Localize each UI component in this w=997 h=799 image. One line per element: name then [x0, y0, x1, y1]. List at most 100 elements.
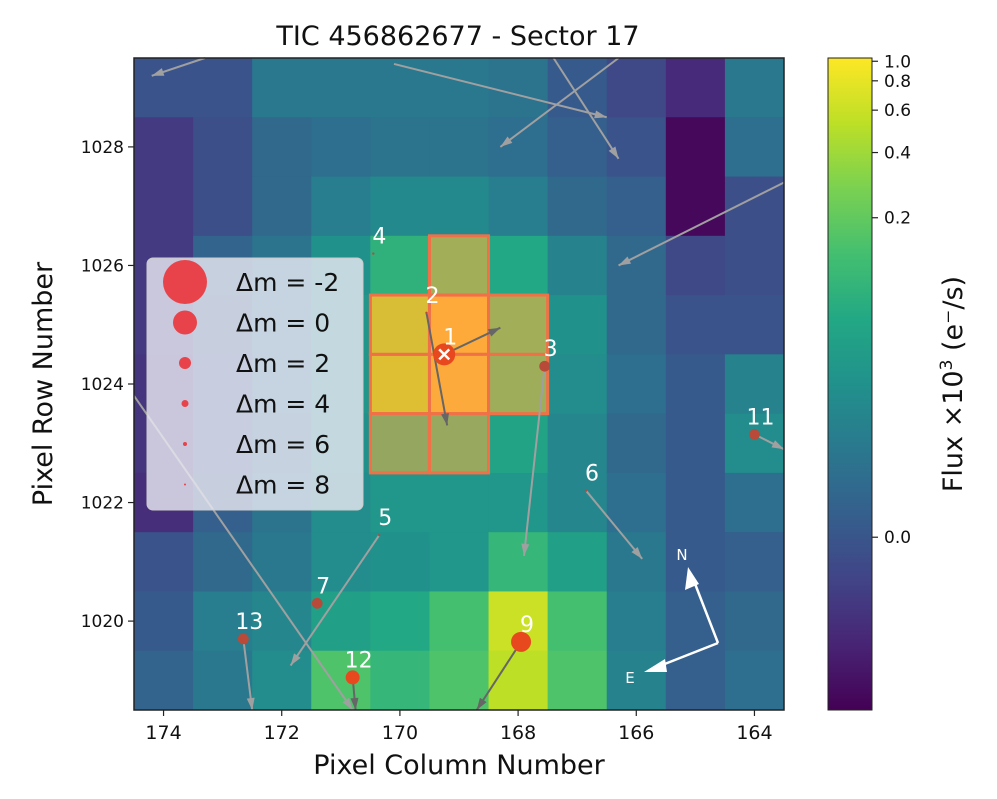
- heatmap-cell: [134, 58, 194, 118]
- heatmap-cell: [665, 58, 726, 118]
- legend-label: Δm = 4: [236, 390, 330, 419]
- north-label: N: [676, 546, 687, 564]
- legend-label: Δm = 2: [236, 349, 330, 378]
- east-label: E: [625, 669, 634, 687]
- y-tick-label: 1024: [81, 375, 124, 395]
- proper-motion-arrow-head: [246, 697, 255, 710]
- heatmap-cell: [606, 235, 667, 296]
- heatmap-cell: [370, 58, 430, 118]
- heatmap-cell: [724, 591, 785, 652]
- heatmap-cell: [665, 591, 726, 652]
- heatmap-cell: [370, 532, 430, 592]
- heatmap-cell: [724, 176, 785, 237]
- aperture-mask: [368, 234, 550, 475]
- legend-label: Δm = 8: [236, 471, 330, 500]
- proper-motion-arrow-shaft: [523, 366, 546, 556]
- colorbar-label-main: Flux ×10: [938, 370, 969, 492]
- legend-label: Δm = 6: [236, 430, 330, 459]
- proper-motion-arrow-shaft: [552, 57, 620, 160]
- heatmap-cell: [134, 117, 194, 178]
- source-label: 2: [426, 284, 440, 309]
- legend: Δm = -2 Δm = 0 Δm = 2 Δm = 4 Δm = 6 Δm = 8: [146, 257, 364, 511]
- heatmap-cell: [606, 650, 667, 711]
- heatmap-cell: [606, 117, 667, 178]
- x-tick-label: 172: [264, 722, 300, 744]
- x-tick-label: 164: [736, 722, 772, 744]
- source-marker: [511, 631, 532, 652]
- heatmap-cell: [252, 58, 312, 118]
- heatmap-cell: [311, 176, 371, 237]
- colorbar-label: Flux ×103 (e⁻/s): [937, 276, 969, 492]
- heatmap-cell: [665, 413, 726, 474]
- heatmap-cell: [606, 532, 667, 592]
- heatmap-cell: [606, 58, 667, 118]
- heatmap-cell: [665, 354, 726, 415]
- legend-marker: [173, 310, 197, 335]
- proper-motion-arrow-head: [594, 110, 607, 119]
- legend-marker: [179, 357, 191, 369]
- aperture-pixel: [427, 234, 491, 297]
- proper-motion-arrow-head: [521, 543, 530, 556]
- heatmap-cell: [547, 176, 608, 237]
- proper-motion-arrow-shaft: [585, 490, 643, 560]
- proper-motion-arrow-shaft: [475, 641, 522, 711]
- heatmap-cell: [547, 235, 608, 296]
- x-tick-label: 166: [618, 722, 654, 744]
- proper-motion-arrow-head: [608, 146, 619, 159]
- north-arrow-shaft: [690, 575, 720, 644]
- heatmap-cell: [370, 117, 430, 178]
- heatmap-cell: [665, 117, 726, 178]
- heatmap-cell: [488, 58, 549, 118]
- heatmap-cell: [429, 650, 490, 711]
- colorbar-tick-label: 0.6: [884, 101, 911, 121]
- proper-motion-arrow-head: [342, 697, 353, 710]
- source-marker: [311, 597, 323, 609]
- heatmap-cell: [606, 295, 667, 355]
- heatmap-cell: [429, 532, 490, 592]
- heatmap-cell: [370, 591, 430, 652]
- x-tick-label: 174: [145, 722, 181, 744]
- x-tick-label: 168: [500, 722, 536, 744]
- source-label: 3: [544, 337, 558, 362]
- heatmap-cell: [134, 591, 194, 652]
- source-marker: [378, 533, 381, 537]
- y-tick-label: 1026: [81, 256, 124, 276]
- legend-marker: [183, 442, 187, 446]
- proper-motion-arrow-head: [500, 136, 513, 147]
- heatmap-cell: [488, 235, 549, 296]
- y-tick-label: 1028: [81, 138, 124, 158]
- y-axis-label: Pixel Row Number: [28, 261, 59, 506]
- heatmap-cell: [724, 235, 785, 296]
- legend-label: Δm = 0: [236, 309, 330, 338]
- proper-motion-arrow-head: [631, 547, 643, 559]
- source-marker: [237, 633, 249, 645]
- heatmap-cell: [252, 650, 312, 711]
- source-marker: [539, 360, 551, 372]
- colorbar: [827, 57, 873, 711]
- heatmap-cell: [370, 235, 430, 296]
- heatmap-cell: [547, 413, 608, 474]
- source-label: 9: [520, 613, 534, 638]
- heatmap-cell: [252, 117, 312, 178]
- proper-motion-arrow-head: [441, 412, 449, 426]
- heatmap-cell: [370, 472, 430, 533]
- proper-motion-arrow-head: [618, 256, 632, 266]
- aperture-pixel: [487, 352, 550, 416]
- source-label: 4: [372, 225, 386, 250]
- heatmap-cell: [134, 532, 194, 592]
- heatmap-cell: [606, 176, 667, 237]
- chart-title: TIC 456862677 - Sector 17: [275, 21, 639, 52]
- heatmap-cell: [429, 176, 490, 237]
- heatmap-cell: [370, 650, 430, 711]
- source-label: 13: [235, 610, 263, 635]
- aperture-pixel: [368, 412, 431, 475]
- heatmap-cell: [488, 650, 549, 711]
- proper-motion-arrow-head: [350, 697, 359, 710]
- colorbar-tick-label: 0.8: [884, 72, 911, 92]
- heatmap-cell: [547, 354, 608, 415]
- east-arrow-head: [644, 659, 667, 672]
- legend-marker: [184, 483, 186, 486]
- heatmap-cell: [724, 354, 785, 415]
- proper-motion-arrow-shaft: [393, 62, 607, 119]
- heatmap-cell: [724, 295, 785, 355]
